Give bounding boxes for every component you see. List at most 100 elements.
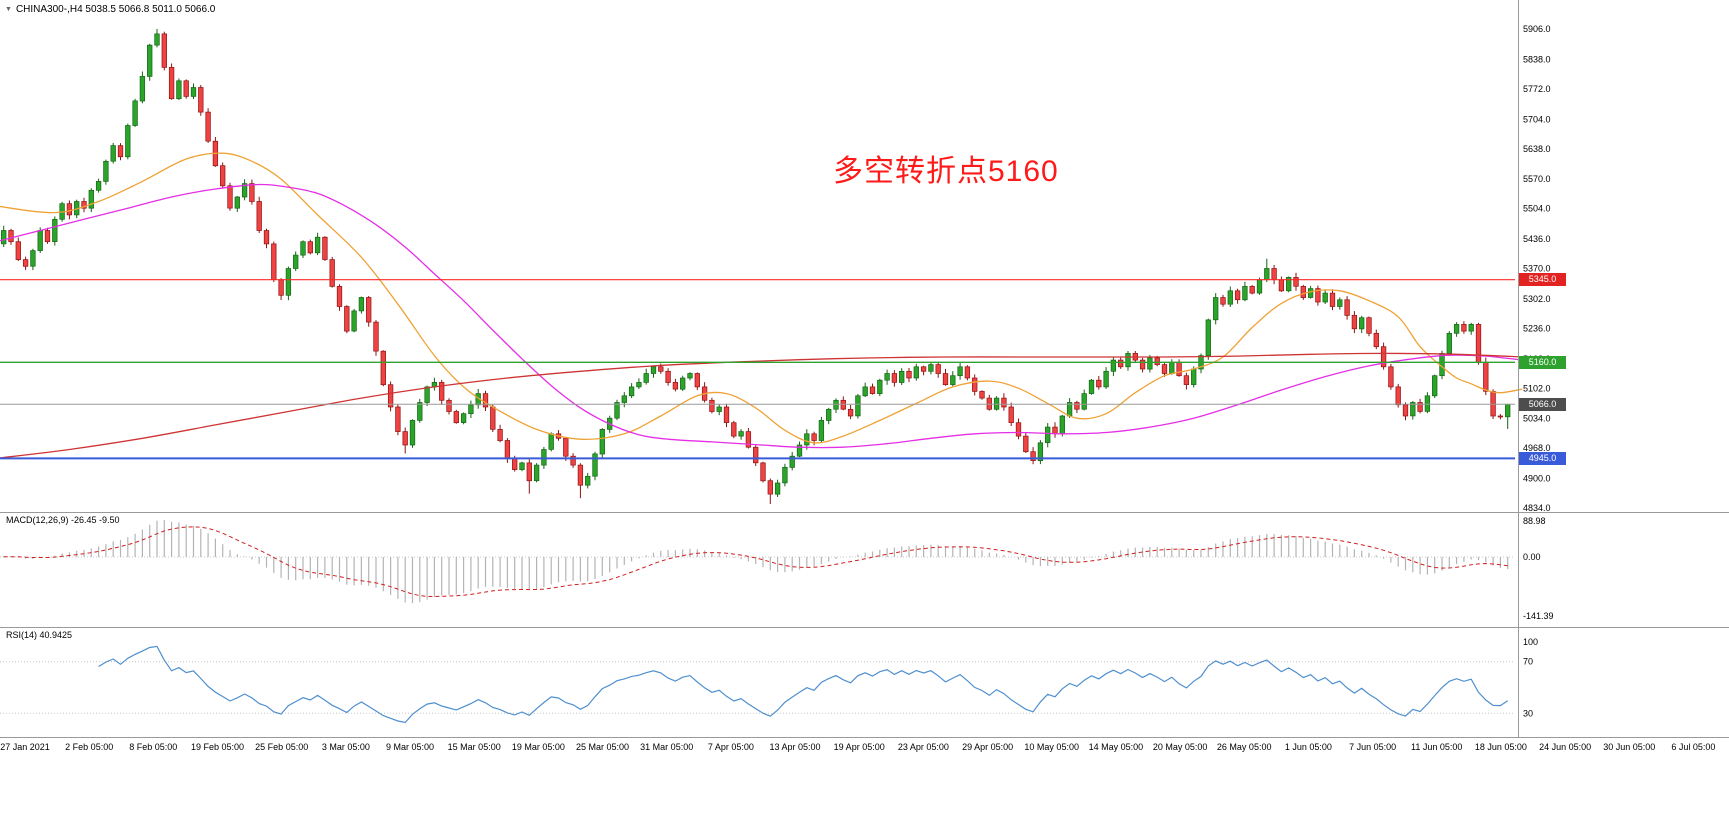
candle-body <box>22 259 29 267</box>
candle-body <box>468 404 474 415</box>
candle-body <box>132 100 138 126</box>
candle-body <box>1081 393 1087 410</box>
candle-body <box>1402 404 1409 417</box>
candle-body <box>271 243 277 280</box>
candle-body <box>665 370 671 383</box>
candle-body <box>1125 353 1131 368</box>
candle-body <box>1410 402 1416 417</box>
candle-body <box>672 382 679 390</box>
candle-body <box>636 382 642 388</box>
price-tick-label: 4968.0 <box>1523 443 1551 453</box>
candle-body <box>519 462 525 470</box>
candle-body <box>1293 277 1299 287</box>
candle-body <box>44 230 51 243</box>
candle-body <box>643 373 649 383</box>
candle-body <box>855 395 861 417</box>
price-tick-label: 5102.0 <box>1523 383 1551 393</box>
candle-body <box>986 397 992 410</box>
candle-body <box>358 297 365 312</box>
rsi-axis-label: 30 <box>1523 708 1533 718</box>
time-label: 7 Jun 05:00 <box>1349 742 1396 752</box>
price-tick-label: 5168.0 <box>1523 354 1551 364</box>
candle-body <box>1154 357 1160 365</box>
candle-body <box>928 364 934 372</box>
candle-body <box>1008 406 1014 423</box>
candle-body <box>884 373 890 381</box>
candle-body <box>402 431 408 446</box>
candle-body <box>1096 379 1102 388</box>
candle-body <box>650 366 657 374</box>
candle-body <box>993 397 1000 410</box>
candle-body <box>1337 299 1343 307</box>
candle-body <box>877 379 883 394</box>
candle-body <box>154 33 160 46</box>
candle-body <box>373 321 379 352</box>
time-label: 25 Feb 05:00 <box>255 742 308 752</box>
candle-body <box>526 462 532 482</box>
candle-body <box>972 377 978 392</box>
candle-body <box>1344 299 1350 316</box>
candle-body <box>1001 397 1007 408</box>
candle-body <box>628 386 635 397</box>
price-tick-label: 5034.0 <box>1523 414 1551 424</box>
candle-body <box>1052 426 1058 435</box>
candle-body <box>1373 332 1379 348</box>
candle-body <box>1169 361 1175 374</box>
candle-body <box>1059 415 1065 435</box>
ma-mid-magenta <box>0 183 1523 449</box>
candle-body <box>796 444 803 457</box>
candle-body <box>1264 268 1270 281</box>
candle-body <box>1483 361 1489 392</box>
candle-body <box>935 364 941 374</box>
candle-body <box>176 80 182 100</box>
candle-body <box>680 377 686 390</box>
candle-body <box>205 111 211 142</box>
candle-body <box>1388 366 1394 388</box>
candle-body <box>351 310 357 332</box>
annotation-text[interactable]: 多空转折点5160 <box>833 155 1059 188</box>
candle-body <box>599 429 605 455</box>
candle-body <box>161 33 167 68</box>
candle-body <box>307 241 313 254</box>
time-label: 31 Mar 05:00 <box>640 742 693 752</box>
candle-body <box>723 406 730 423</box>
candle-body <box>709 399 715 412</box>
price-tick-label: 5236.0 <box>1523 323 1551 333</box>
rsi-line <box>98 645 1509 724</box>
time-label: 11 Jun 05:00 <box>1411 742 1462 752</box>
candle-body <box>899 370 905 383</box>
time-label: 20 May 05:00 <box>1153 742 1208 752</box>
candle-body <box>1242 286 1248 301</box>
macd-signal-line <box>3 526 1508 598</box>
candle-body <box>256 201 262 231</box>
time-label: 26 May 05:00 <box>1217 742 1272 752</box>
time-label: 27 Jan 2021 <box>0 742 50 752</box>
candle-body <box>592 453 598 477</box>
time-label: 8 Feb 05:00 <box>129 742 177 752</box>
candle-body <box>220 165 226 187</box>
candle-body <box>424 386 430 403</box>
candle-body <box>117 145 124 158</box>
candle-body <box>745 431 752 448</box>
time-label: 9 Mar 05:00 <box>386 742 434 752</box>
candle-body <box>687 373 693 379</box>
ma-fast-orange <box>0 152 1523 444</box>
time-label: 24 Jun 05:00 <box>1539 742 1591 752</box>
candle-body <box>95 181 102 191</box>
time-label: 29 Apr 05:00 <box>962 742 1013 752</box>
candle-body <box>1037 442 1044 462</box>
candle-body <box>439 382 445 401</box>
candle-body <box>1417 402 1423 412</box>
candle-body <box>862 386 868 397</box>
candle-body <box>1110 359 1117 372</box>
candle-body <box>329 259 335 287</box>
time-label: 19 Mar 05:00 <box>512 742 565 752</box>
candle-body <box>88 189 94 209</box>
chart-header: ▼ CHINA300-,H4 5038.5 5066.8 5011.0 5066.… <box>5 4 215 15</box>
price-tick-label: 5772.0 <box>1523 84 1551 94</box>
candle-body <box>344 306 350 332</box>
candle-body <box>1205 319 1211 356</box>
candle-body <box>847 408 854 417</box>
